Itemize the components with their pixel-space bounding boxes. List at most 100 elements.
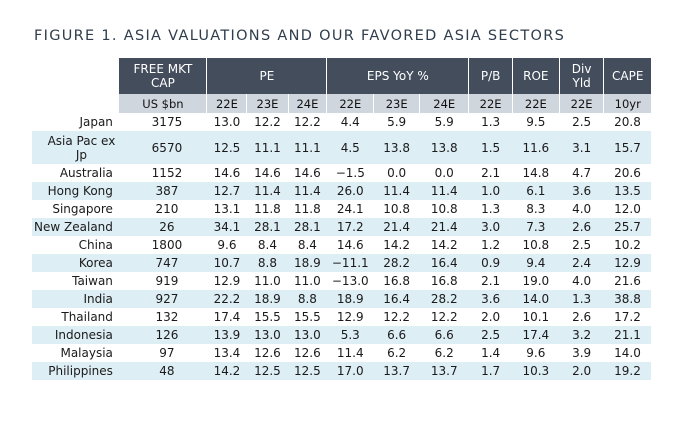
value-cell: 18.9 <box>326 290 374 308</box>
value-cell: 0.9 <box>468 254 513 272</box>
value-cell: 5.9 <box>434 115 454 129</box>
value-cell: 927 <box>118 290 207 308</box>
value-cell: 14.2 <box>206 362 247 380</box>
value-cell: 6.2 <box>434 346 454 360</box>
value-cell: 26.0 <box>326 182 374 200</box>
figure-title: FIGURE 1. ASIA VALUATIONS AND OUR FAVORE… <box>34 28 566 44</box>
value-cell: 17.4 <box>213 310 241 324</box>
value-cell: 1152 <box>151 166 183 180</box>
value-cell: 14.6 <box>254 166 281 180</box>
value-cell: 21.4 <box>419 218 469 236</box>
table-body: Japan 3175 13.0 12.2 12.2 4.4 5.9 5.9 1.3 9.5 2.5 2… <box>32 113 651 380</box>
value-cell: 4.0 <box>572 202 592 216</box>
value-cell: 3.9 <box>572 346 592 360</box>
value-cell: 1.3 <box>481 115 501 129</box>
header-group: CAPE <box>603 58 651 94</box>
subheader-cell: 22E <box>468 94 513 113</box>
table-row: Singapore 210 13.1 11.8 11.8 24.1 10.8 10.8 1.3 8… <box>32 200 651 218</box>
value-cell: 3.2 <box>559 326 604 344</box>
table-row: New Zealand 26 34.1 28.1 28.1 17.2 21.4 21.4 3.0… <box>32 218 651 236</box>
value-cell: 14.6 <box>336 238 364 252</box>
value-cell: 2.1 <box>481 166 501 180</box>
value-cell: 1.5 <box>468 131 513 164</box>
value-cell: 15.5 <box>294 310 321 324</box>
table-row: Korea 747 10.7 8.8 18.9 −11.1 28.2 16.4 0.9 9.4 2.… <box>32 254 651 272</box>
value-cell: 4.5 <box>326 131 374 164</box>
value-cell: 9.5 <box>526 115 546 129</box>
subheader-cell: 22E <box>326 94 374 113</box>
value-cell: 97 <box>159 346 175 360</box>
value-cell: 387 <box>118 182 207 200</box>
value-cell: 11.1 <box>288 131 327 164</box>
value-cell: 11.4 <box>246 182 288 200</box>
value-cell: 10.8 <box>430 202 458 216</box>
value-cell: 10.7 <box>206 254 247 272</box>
value-cell: 8.4 <box>297 238 317 252</box>
value-cell: 12.2 <box>430 310 458 324</box>
value-cell: 3.6 <box>468 290 513 308</box>
country-cell: Korea <box>32 254 119 272</box>
table-row: Philippines 48 14.2 12.5 12.5 17.0 13.7 13.7 1.7… <box>32 362 651 380</box>
value-cell: 16.4 <box>419 254 469 272</box>
subheader-cell: 22E <box>206 94 247 113</box>
value-cell: 919 <box>155 274 179 288</box>
country-cell: Japan <box>79 115 113 129</box>
value-cell: 5.3 <box>326 326 374 344</box>
value-cell: 12.5 <box>246 362 288 380</box>
value-cell: 13.8 <box>373 131 420 164</box>
value-cell: 17.2 <box>326 218 374 236</box>
value-cell: 6.6 <box>419 326 469 344</box>
value-cell: 11.4 <box>419 182 469 200</box>
table-row: Australia 1152 14.6 14.6 14.6 −1.5 0.0 0.0 2.1 14… <box>32 164 651 182</box>
value-cell: 15.7 <box>603 131 651 164</box>
value-cell: 11.4 <box>336 346 364 360</box>
value-cell: 12.5 <box>288 362 327 380</box>
header-group-row: FREE MKT CAP PE EPS YoY % P/B ROE Div Yld CAPE <box>32 58 651 94</box>
value-cell: 8.8 <box>246 254 288 272</box>
value-cell: 7.3 <box>512 218 560 236</box>
value-cell: 13.1 <box>213 202 241 216</box>
value-cell: 5.9 <box>387 115 407 129</box>
value-cell: 38.8 <box>603 290 651 308</box>
value-cell: 9.4 <box>512 254 560 272</box>
value-cell: 20.8 <box>614 115 641 129</box>
value-cell: 18.9 <box>288 254 327 272</box>
table-row: Indonesia 126 13.9 13.0 13.0 5.3 6.6 6.6 2.5 17.4… <box>32 326 651 344</box>
subheader-corner <box>32 94 119 113</box>
value-cell: 14.0 <box>512 290 560 308</box>
value-cell: 12.7 <box>206 182 247 200</box>
value-cell: 13.4 <box>213 346 241 360</box>
subheader-cell: 23E <box>246 94 288 113</box>
value-cell: 2.6 <box>572 310 592 324</box>
value-cell: 11.0 <box>254 274 281 288</box>
value-cell: 21.4 <box>373 218 420 236</box>
value-cell: 17.0 <box>326 362 374 380</box>
table-row: Hong Kong 387 12.7 11.4 11.4 26.0 11.4 11.4 1.0 6… <box>32 182 651 200</box>
country-cell: Hong Kong <box>32 182 119 200</box>
value-cell: 13.9 <box>206 326 247 344</box>
value-cell: 19.0 <box>522 274 550 288</box>
subheader-cell: 22E <box>511 94 560 113</box>
value-cell: 9.6 <box>217 238 237 252</box>
value-cell: 2.5 <box>468 326 513 344</box>
value-cell: 10.8 <box>522 238 550 252</box>
header-group: Div Yld <box>558 58 604 94</box>
value-cell: 11.8 <box>254 202 281 216</box>
value-cell: 14.2 <box>430 238 458 252</box>
header-corner <box>32 58 119 94</box>
subheader-cell: 24E <box>419 94 469 113</box>
value-cell: 21.6 <box>614 274 641 288</box>
value-cell: 12.5 <box>206 131 247 164</box>
table-row: Japan 3175 13.0 12.2 12.2 4.4 5.9 5.9 1.3 9.5 2.5 2… <box>32 113 651 131</box>
value-cell: 28.2 <box>373 254 420 272</box>
value-cell: 10.3 <box>512 362 560 380</box>
value-cell: 6570 <box>118 131 207 164</box>
value-cell: 747 <box>118 254 207 272</box>
value-cell: 12.6 <box>294 346 321 360</box>
value-cell: 1.2 <box>481 238 501 252</box>
value-cell: 16.4 <box>373 290 420 308</box>
value-cell: 4.7 <box>572 166 592 180</box>
value-cell: 2.0 <box>559 362 604 380</box>
table-row: Thailand 132 17.4 15.5 15.5 12.9 12.2 12.2 2.0 10… <box>32 308 651 326</box>
value-cell: 2.1 <box>481 274 501 288</box>
